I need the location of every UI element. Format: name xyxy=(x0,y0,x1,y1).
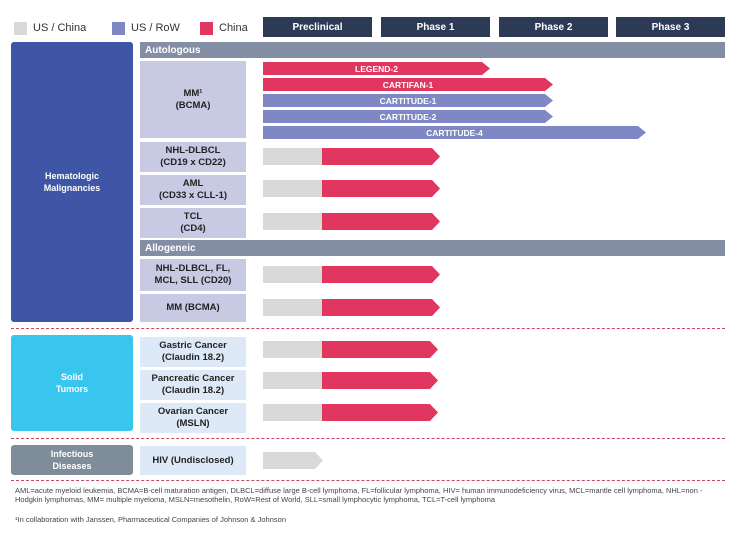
phase-header-preclinical: Preclinical xyxy=(263,17,372,37)
progress-china-nhl xyxy=(322,148,440,165)
progress-china-pancreatic xyxy=(322,372,438,389)
program-bar-cartitude-2: CARTITUDE-2 xyxy=(263,110,553,123)
indication-allo-mm: MM (BCMA) xyxy=(140,294,246,322)
footnote-collaboration: ¹In collaboration with Janssen, Pharmace… xyxy=(15,515,286,524)
progress-china-ovarian xyxy=(322,404,438,421)
phase-header-phase-3: Phase 3 xyxy=(616,17,725,37)
program-bar-cartitude-1: CARTITUDE-1 xyxy=(263,94,553,107)
progress-us-china-aml xyxy=(263,180,323,197)
progress-us-china-ovarian xyxy=(263,404,323,421)
progress-us-china-tcl xyxy=(263,213,323,230)
indication-aml: AML (CD33 x CLL-1) xyxy=(140,175,246,205)
progress-us-china-nhl xyxy=(263,148,323,165)
legend-swatch-china xyxy=(200,21,213,35)
section-allogeneic: Allogeneic xyxy=(140,240,725,256)
progress-us-china-pancreatic xyxy=(263,372,323,389)
progress-us-china-gastric xyxy=(263,341,323,358)
phase-header-phase-2: Phase 2 xyxy=(499,17,608,37)
legend-label: US / China xyxy=(33,22,87,34)
category-infectious: Infectious Diseases xyxy=(11,445,133,475)
progress-us-china-allo-mm xyxy=(263,299,323,316)
indication-mm-bcma: MM¹ (BCMA) xyxy=(140,61,246,138)
indication-pancreatic: Pancreatic Cancer (Claudin 18.2) xyxy=(140,370,246,400)
progress-us-china-allo-nhl xyxy=(263,266,323,283)
progress-us-china-hiv xyxy=(263,452,323,469)
program-bar-legend-2: LEGEND-2 xyxy=(263,62,490,75)
program-bar-cartifan-1: CARTIFAN-1 xyxy=(263,78,553,91)
indication-nhl-dlbcl: NHL-DLBCL (CD19 x CD22) xyxy=(140,142,246,172)
indication-hiv: HIV (Undisclosed) xyxy=(140,446,246,475)
section-autologous: Autologous xyxy=(140,42,725,58)
category-solid-tumors: Solid Tumors xyxy=(11,335,133,431)
progress-china-tcl xyxy=(322,213,440,230)
indication-tcl: TCL (CD4) xyxy=(140,208,246,238)
legend-swatch-us-china xyxy=(14,21,27,35)
indication-allo-nhl: NHL-DLBCL, FL, MCL, SLL (CD20) xyxy=(140,259,246,291)
category-hematologic: Hematologic Malignancies xyxy=(11,42,133,322)
progress-china-allo-mm xyxy=(322,299,440,316)
indication-ovarian: Ovarian Cancer (MSLN) xyxy=(140,403,246,433)
indication-gastric: Gastric Cancer (Claudin 18.2) xyxy=(140,337,246,367)
section-divider xyxy=(11,438,725,439)
progress-china-allo-nhl xyxy=(322,266,440,283)
legend-label: China xyxy=(219,22,248,34)
section-divider xyxy=(11,328,725,329)
progress-china-gastric xyxy=(322,341,438,358)
progress-china-aml xyxy=(322,180,440,197)
footnote-abbreviations: AML=acute myeloid leukemia, BCMA=B-cell … xyxy=(15,486,703,504)
program-bar-cartitude-4: CARTITUDE-4 xyxy=(263,126,646,139)
legend-china: China xyxy=(200,20,248,36)
legend-label: US / RoW xyxy=(131,22,180,34)
legend-swatch-us-row xyxy=(112,21,125,35)
phase-header-phase-1: Phase 1 xyxy=(381,17,490,37)
section-divider xyxy=(11,480,725,481)
legend-us-row: US / RoW xyxy=(112,20,180,36)
legend-us-china: US / China xyxy=(14,20,86,36)
